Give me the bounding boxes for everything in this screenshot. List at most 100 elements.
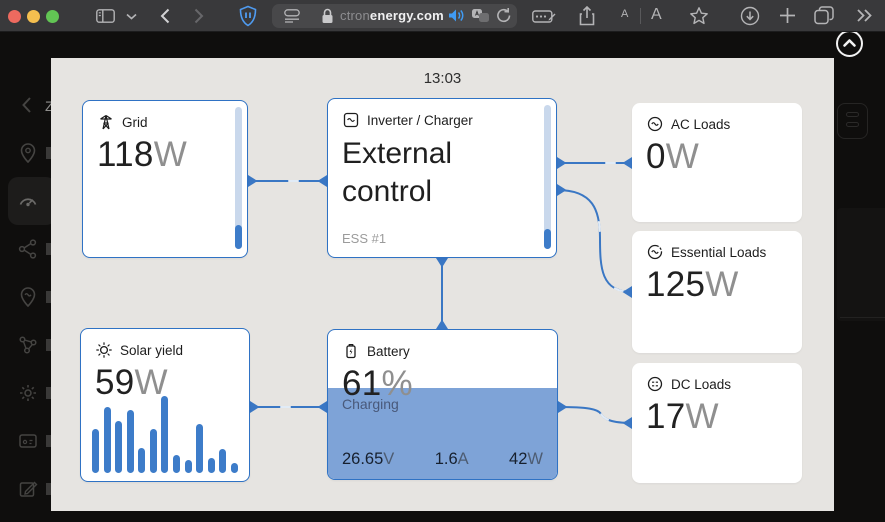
trip-pin-icon[interactable] xyxy=(16,285,40,309)
vrm-page-background: Z 13:03 xyxy=(0,32,885,522)
text-larger-button[interactable]: A xyxy=(651,6,662,23)
site-name-fragment: Z xyxy=(45,98,54,114)
battery-power: 42W xyxy=(509,450,543,468)
url-text[interactable]: ctronenergy.com xyxy=(340,4,444,28)
flow-inverter-essential xyxy=(556,189,633,293)
energy-flow-lines xyxy=(247,157,633,429)
grid-pylon-icon xyxy=(100,114,112,130)
inverter-tile: Inverter / Charger External control ESS … xyxy=(327,98,557,258)
solar-bar xyxy=(103,407,111,473)
collapse-overview-button[interactable] xyxy=(836,32,863,57)
background-card xyxy=(837,208,885,321)
solar-bar xyxy=(184,459,192,473)
inverter-scrollbar-track[interactable] xyxy=(544,105,551,249)
inverter-scrollbar-thumb[interactable] xyxy=(544,229,551,249)
solar-bar xyxy=(173,454,181,473)
grid-label: Grid xyxy=(122,114,148,130)
sidebar-chevron-down-icon[interactable] xyxy=(126,13,137,20)
grid-scrollbar-thumb[interactable] xyxy=(235,225,242,249)
lock-icon xyxy=(322,8,333,23)
overview-time: 13:03 xyxy=(423,70,462,87)
ac-loads-icon xyxy=(647,116,663,132)
back-button-icon[interactable] xyxy=(160,8,170,24)
dc-loads-value: 17 xyxy=(646,397,686,436)
dc-loads-tile: DC Loads 17W xyxy=(632,363,802,483)
battery-tile: Battery 61% Charging 26.65V 1.6A 42W xyxy=(327,329,558,480)
share-nodes-icon[interactable] xyxy=(16,237,40,261)
background-menu-button xyxy=(837,103,868,139)
solar-bar xyxy=(161,395,169,473)
essential-loads-label: Essential Loads xyxy=(671,244,767,260)
battery-label: Battery xyxy=(367,343,410,359)
solar-bar xyxy=(196,424,204,473)
audio-playing-icon[interactable] xyxy=(448,8,465,23)
ac-loads-unit: W xyxy=(665,137,700,176)
new-tab-icon[interactable] xyxy=(779,7,796,24)
forward-button-icon[interactable] xyxy=(194,8,204,24)
grid-tile: Grid 118W xyxy=(82,100,248,258)
more-toolbar-icon[interactable] xyxy=(856,8,873,23)
sun-icon xyxy=(96,342,112,358)
background-sparkline xyxy=(840,317,885,318)
location-pin-icon[interactable] xyxy=(16,141,40,165)
solar-bar xyxy=(92,429,99,473)
autofill-icon[interactable] xyxy=(532,9,556,24)
favorites-star-icon[interactable] xyxy=(689,6,709,26)
reader-format-icon[interactable] xyxy=(284,9,300,23)
inverter-instance: ESS #1 xyxy=(342,231,387,246)
sidebar-toggle-icon[interactable] xyxy=(96,9,115,23)
translate-icon[interactable] xyxy=(471,8,490,23)
text-smaller-button[interactable]: A xyxy=(621,8,629,20)
ac-loads-tile: AC Loads 0W xyxy=(632,103,802,222)
solar-yield-tile: Solar yield 59W xyxy=(80,328,250,482)
ac-loads-label: AC Loads xyxy=(671,116,731,132)
sidebar-label-fragment xyxy=(46,339,52,351)
chevron-up-icon xyxy=(843,39,856,47)
battery-current: 1.6A xyxy=(434,450,469,468)
sidebar-label-fragment xyxy=(46,483,52,495)
tab-overview-icon[interactable] xyxy=(814,6,834,25)
network-icon[interactable] xyxy=(16,333,40,357)
settings-gear-icon[interactable] xyxy=(16,381,40,405)
share-icon[interactable] xyxy=(579,6,595,26)
solar-bar xyxy=(126,410,134,473)
battery-state: Charging xyxy=(342,396,399,412)
sidebar-label-fragment xyxy=(46,243,52,255)
privacy-shield-icon[interactable] xyxy=(239,5,257,27)
essential-loads-unit: W xyxy=(705,265,739,304)
solar-bars xyxy=(92,389,238,473)
dc-loads-icon xyxy=(647,376,663,392)
remote-console-icon[interactable] xyxy=(16,429,40,453)
browser-toolbar: ctronenergy.com A A xyxy=(0,0,885,32)
flow-battery-dcloads xyxy=(557,406,633,424)
dashboard-gauge-icon[interactable] xyxy=(16,189,40,213)
toolbar-divider xyxy=(640,8,641,24)
solar-bar xyxy=(219,449,227,473)
solar-bar xyxy=(138,447,146,473)
inverter-icon xyxy=(343,112,359,128)
back-chevron-icon[interactable] xyxy=(16,93,40,117)
essential-loads-tile: Essential Loads 125W xyxy=(632,231,802,353)
sidebar-label-fragment xyxy=(46,147,52,159)
reload-icon[interactable] xyxy=(496,7,512,24)
essential-loads-value: 125 xyxy=(646,265,706,304)
edit-note-icon[interactable] xyxy=(16,477,40,501)
inverter-label: Inverter / Charger xyxy=(367,112,473,128)
grid-unit: W xyxy=(153,135,188,174)
battery-fill xyxy=(328,388,557,479)
sidebar-label-fragment xyxy=(46,435,52,447)
downloads-icon[interactable] xyxy=(740,6,760,26)
inverter-state: External control xyxy=(342,137,453,208)
grid-value: 118 xyxy=(97,135,154,174)
battery-measurements: 26.65V 1.6A 42W xyxy=(342,450,543,469)
system-overview-panel: 13:03 xyxy=(51,58,834,511)
battery-voltage: 26.65V xyxy=(342,450,395,468)
grid-scrollbar-track[interactable] xyxy=(235,107,242,249)
solar-yield-unit: W xyxy=(134,363,168,402)
battery-soc-unit: % xyxy=(381,364,413,403)
window-minimize-button[interactable] xyxy=(27,9,40,23)
solar-yield-value: 59 xyxy=(95,363,135,402)
window-close-button[interactable] xyxy=(8,9,21,23)
window-zoom-button[interactable] xyxy=(46,9,59,23)
